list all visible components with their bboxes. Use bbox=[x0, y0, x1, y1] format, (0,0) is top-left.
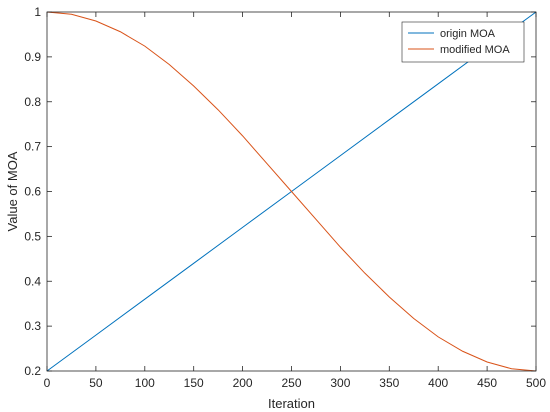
legend-label-0: origin MOA bbox=[440, 28, 496, 40]
series-layer bbox=[46, 11, 537, 372]
x-tick-label: 450 bbox=[477, 376, 497, 390]
y-tick-label: 0.8 bbox=[24, 95, 41, 109]
y-tick-label: 0.7 bbox=[24, 140, 41, 154]
legend-label-1: modified MOA bbox=[440, 44, 510, 56]
legend: origin MOA modified MOA bbox=[401, 21, 525, 63]
x-tick-label: 300 bbox=[330, 376, 350, 390]
x-tick-label: 350 bbox=[379, 376, 399, 390]
y-tick-label: 0.9 bbox=[24, 50, 41, 64]
y-tick-label: 0.5 bbox=[24, 229, 41, 243]
x-tick-label: 0 bbox=[44, 376, 51, 390]
y-tick-label: 0.6 bbox=[24, 185, 41, 199]
x-tick-label: 50 bbox=[89, 376, 103, 390]
y-tick-label: 0.3 bbox=[24, 319, 41, 333]
x-tick-label: 150 bbox=[184, 376, 204, 390]
x-axis: 0 50 100 150 200 250 300 350 400 450 500 bbox=[44, 12, 546, 390]
x-tick-label: 500 bbox=[526, 376, 546, 390]
x-tick-label: 200 bbox=[233, 376, 253, 390]
x-tick-label: 100 bbox=[135, 376, 155, 390]
x-tick-label: 250 bbox=[281, 376, 301, 390]
series-line-1 bbox=[46, 11, 537, 372]
y-tick-label: 0.4 bbox=[24, 274, 41, 288]
y-tick-label: 0.2 bbox=[24, 364, 41, 378]
x-tick-label: 400 bbox=[428, 376, 448, 390]
legend-box bbox=[401, 21, 525, 63]
y-axis: 0.2 0.3 0.4 0.5 0.6 0.7 0.8 0.9 1 bbox=[24, 5, 536, 378]
y-axis-title: Value of MOA bbox=[5, 151, 20, 231]
x-axis-title: Iteration bbox=[268, 396, 315, 411]
y-tick-label: 1 bbox=[34, 5, 41, 19]
